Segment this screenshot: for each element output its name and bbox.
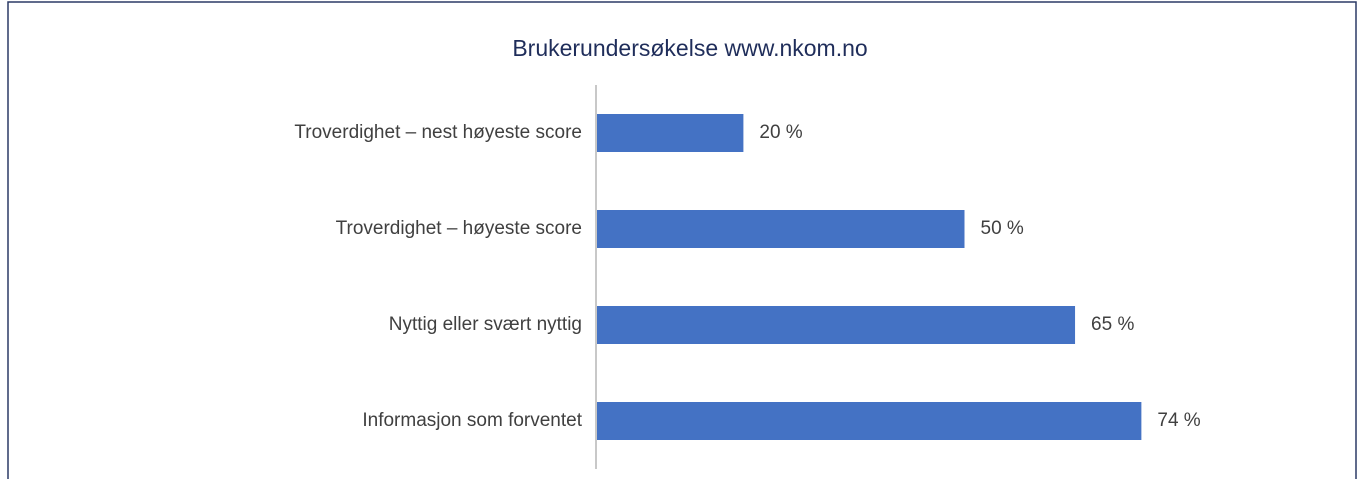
value-label: 74 % [1157,410,1200,431]
chart-title: Brukerundersøkelse www.nkom.no [512,35,867,61]
bar [596,402,1142,440]
frame [7,1,1357,479]
category-label: Troverdighet – nest høyeste score [294,122,582,143]
category-label: Troverdighet – høyeste score [336,218,582,239]
value-label: 20 % [759,122,802,143]
value-label: 65 % [1091,314,1134,335]
category-label: Informasjon som forventet [362,410,582,431]
category-label: Nyttig eller svært nyttig [389,314,582,335]
bar [596,210,965,248]
value-label: 50 % [981,218,1024,239]
bar [596,306,1076,344]
bar [596,114,744,152]
